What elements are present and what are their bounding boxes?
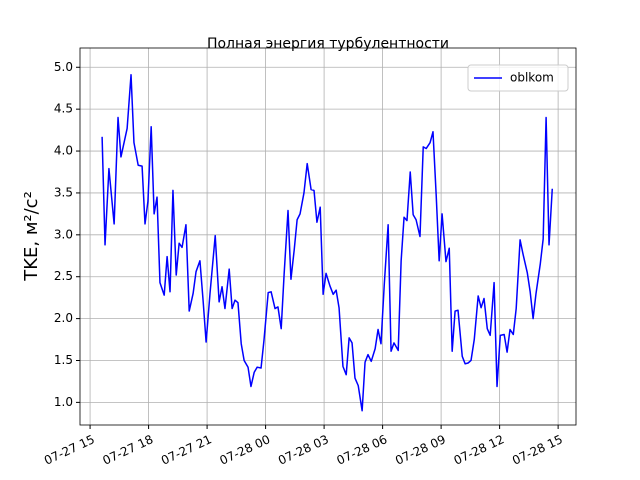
chart-title: Полная энергия турбулентности (207, 36, 449, 52)
y-tick-label: 4.5 (54, 102, 73, 116)
y-tick-label: 4.0 (54, 144, 73, 158)
plot-frame (79, 47, 577, 426)
legend-label: oblkom (510, 71, 554, 85)
y-tick-label: 5.0 (54, 60, 73, 74)
y-tick-label: 1.0 (54, 395, 73, 409)
y-tick-label: 3.0 (54, 227, 73, 241)
y-tick-label: 3.5 (54, 185, 73, 199)
legend: oblkom (467, 64, 569, 92)
data-line (101, 74, 554, 412)
y-tick-label: 1.5 (54, 353, 73, 367)
y-tick-label: 2.5 (54, 269, 73, 283)
y-tick-label: 2.0 (54, 311, 73, 325)
legend-box (467, 64, 569, 92)
y-axis-label: TKE, м²/с² (21, 191, 42, 282)
